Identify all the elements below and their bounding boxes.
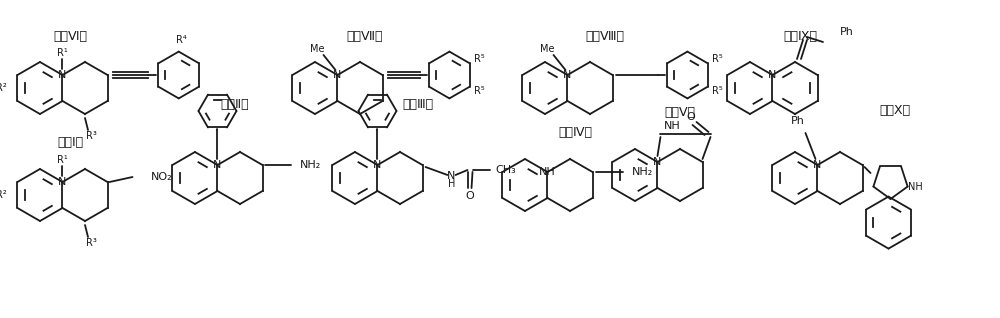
- Text: R¹: R¹: [57, 155, 68, 165]
- Text: 式（Ⅷ）: 式（Ⅷ）: [586, 30, 624, 43]
- Text: O: O: [686, 112, 695, 122]
- Text: N: N: [58, 70, 67, 80]
- Text: N: N: [813, 160, 822, 170]
- Text: NH: NH: [539, 167, 556, 177]
- Text: NH₂: NH₂: [632, 167, 653, 177]
- Text: O: O: [465, 191, 474, 201]
- Text: N: N: [373, 160, 382, 170]
- Text: NH₂: NH₂: [300, 160, 321, 170]
- Text: 式（Ⅹ）: 式（Ⅹ）: [879, 103, 911, 116]
- Text: N: N: [333, 70, 342, 80]
- Text: R¹: R¹: [57, 48, 68, 58]
- Text: NH: NH: [908, 182, 923, 191]
- Text: R³: R³: [86, 131, 96, 141]
- Text: CH₃: CH₃: [495, 165, 516, 175]
- Text: Me: Me: [310, 44, 325, 54]
- Text: R²: R²: [0, 83, 7, 93]
- Text: NH: NH: [664, 121, 681, 131]
- Text: 式（Ⅳ）: 式（Ⅳ）: [558, 127, 592, 140]
- Text: 式（Ⅰ）: 式（Ⅰ）: [57, 136, 83, 149]
- Text: Ph: Ph: [840, 27, 854, 37]
- Text: 式（Ⅸ）: 式（Ⅸ）: [783, 30, 817, 43]
- Text: NO₂: NO₂: [151, 172, 172, 182]
- Text: Me: Me: [540, 44, 555, 54]
- Text: R⁴: R⁴: [176, 35, 187, 45]
- Text: 式（Ⅱ）: 式（Ⅱ）: [221, 98, 249, 110]
- Text: N: N: [563, 70, 572, 80]
- Text: R³: R³: [86, 238, 96, 248]
- Text: 式（Ⅵ）: 式（Ⅵ）: [53, 30, 87, 43]
- Text: 式（Ⅲ）: 式（Ⅲ）: [402, 98, 434, 110]
- Text: N: N: [653, 157, 662, 167]
- Text: R⁵: R⁵: [474, 54, 485, 64]
- Text: N: N: [58, 177, 67, 187]
- Text: R⁵: R⁵: [712, 86, 723, 96]
- Text: H: H: [448, 179, 455, 189]
- Text: R⁵: R⁵: [474, 86, 485, 96]
- Text: 式（Ⅴ）: 式（Ⅴ）: [664, 107, 696, 120]
- Text: Ph: Ph: [791, 116, 804, 126]
- Text: N: N: [447, 171, 456, 181]
- Text: N: N: [213, 160, 222, 170]
- Text: N: N: [768, 70, 777, 80]
- Text: R²: R²: [0, 190, 7, 200]
- Text: R⁵: R⁵: [712, 54, 723, 64]
- Text: 式（Ⅶ）: 式（Ⅶ）: [347, 30, 383, 43]
